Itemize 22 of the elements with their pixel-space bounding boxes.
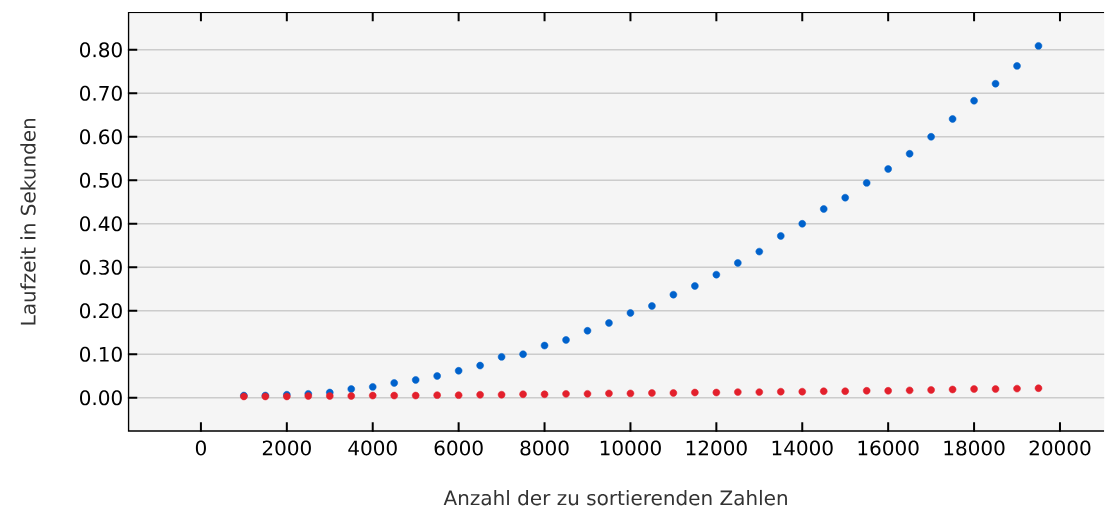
y-tick-label: 0.10	[80, 346, 122, 363]
x-tick-label: 8000	[520, 440, 569, 456]
y-tick-label: 0.60	[80, 129, 122, 145]
y-axis-title: Laufzeit in Sekunden	[20, 119, 36, 325]
x-tick-label: 12000	[686, 440, 747, 456]
x-tick-label: 4000	[348, 440, 397, 456]
x-tick-label: 0	[195, 440, 206, 456]
y-tick-label: 0.20	[80, 303, 122, 319]
x-tick-label: 18000	[944, 440, 1005, 456]
y-tick-label: 0.40	[80, 216, 122, 232]
y-tick-label: 0.00	[80, 390, 122, 406]
x-tick-label: 16000	[858, 440, 919, 456]
x-tick-label: 14000	[772, 440, 833, 456]
x-tick-label: 6000	[434, 440, 483, 456]
y-tick-label: 0.70	[80, 85, 122, 102]
x-tick-label: 10000	[600, 440, 661, 456]
y-tick-label: 0.80	[80, 42, 122, 58]
x-axis-title: Anzahl der zu sortierenden Zahlen	[443, 490, 787, 506]
y-tick-label: 0.50	[80, 172, 122, 189]
y-tick-label: 0.30	[80, 259, 122, 276]
x-tick-label: 20000	[1029, 440, 1091, 456]
x-tick-label: 2000	[262, 440, 311, 456]
